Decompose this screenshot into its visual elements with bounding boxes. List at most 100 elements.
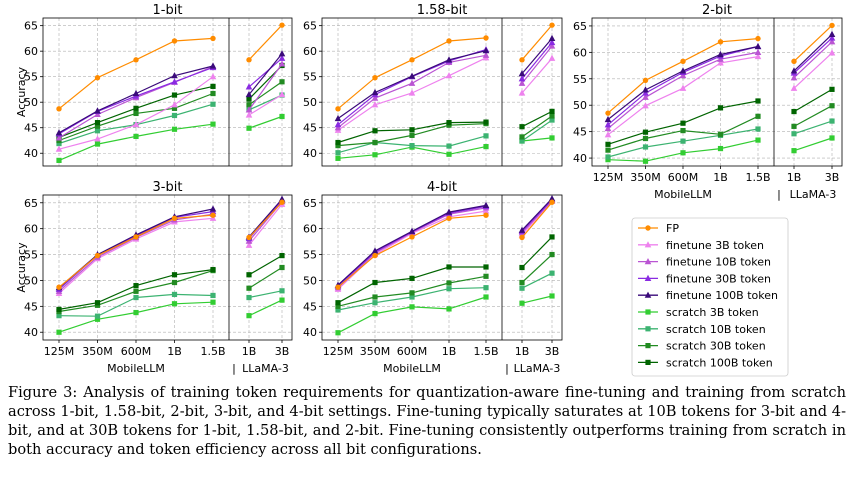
point-sc10-mobilellm <box>171 291 178 298</box>
figure-charts: 40 45 50 55 60 65 1-bit Accuracy 40 45 50 55 60 65 1.5… <box>15 3 843 377</box>
point-fp-llama <box>829 22 835 29</box>
point-fp-mobilellm <box>446 38 452 44</box>
point-sc30-mobilellm <box>133 288 139 294</box>
point-sc30-llama <box>519 279 525 286</box>
point-sc3-mobilellm <box>409 304 415 310</box>
point-sc30-llama <box>549 113 555 119</box>
point-ft3-llama <box>245 241 253 248</box>
series-line-fp-llama <box>793 24 833 62</box>
point-ft3-mobilellm <box>445 72 453 79</box>
point-ft10-mobilellm <box>55 134 63 141</box>
point-fp-llama <box>519 234 525 241</box>
point-fp-mobilellm <box>171 215 178 222</box>
legend-marker <box>645 343 651 349</box>
point-ft100-llama <box>245 90 253 98</box>
series-line-fp-llama <box>521 24 553 61</box>
legend-item-sc10: scratch 10B token <box>638 323 766 336</box>
point-ft100-mobilellm <box>334 114 342 122</box>
series-line-sc100-llama <box>793 88 833 113</box>
point-fp-mobilellm <box>605 110 611 116</box>
y-tick-label: 65 <box>24 20 38 33</box>
x-tick-label: 3B <box>825 171 840 184</box>
legend-marker <box>644 291 652 298</box>
point-sc10-mobilellm <box>483 133 489 139</box>
point-sc10-llama <box>549 117 555 123</box>
point-ft10-llama <box>518 79 526 86</box>
point-sc3-mobilellm <box>133 309 139 316</box>
point-fp-mobilellm <box>94 75 101 81</box>
point-sc10-mobilellm <box>56 140 62 147</box>
point-sc30-mobilellm <box>335 303 341 309</box>
series-line-sc3-llama <box>248 299 283 317</box>
point-sc10-mobilellm <box>210 292 216 299</box>
point-sc3-mobilellm <box>210 299 216 305</box>
point-sc10-mobilellm <box>94 313 101 319</box>
y-tick-label: 45 <box>24 122 38 135</box>
x-tick-label: 1B <box>787 171 802 184</box>
point-ft3-mobilellm <box>171 101 178 108</box>
y-tick-label: 60 <box>573 46 587 59</box>
series-line-ft100-llama <box>248 53 283 95</box>
series-line-sc3-llama <box>793 137 833 152</box>
point-sc30-llama <box>246 102 252 108</box>
series-line-sc30-llama <box>521 115 553 138</box>
point-sc30-llama <box>246 285 252 291</box>
point-ft100-mobilellm <box>408 72 416 79</box>
point-ft100-llama <box>518 70 526 77</box>
point-sc10-mobilellm <box>409 142 415 149</box>
point-ft100-mobilellm <box>679 67 687 74</box>
point-sc100-mobilellm <box>56 306 62 313</box>
point-ft10-mobilellm <box>482 51 490 58</box>
point-ft10-llama <box>790 74 798 81</box>
point-sc30-mobilellm <box>335 142 341 149</box>
series-line-sc10-llama <box>793 120 833 135</box>
point-ft30-llama <box>278 54 286 61</box>
subplot-title: 3-bit <box>153 180 183 195</box>
point-sc100-mobilellm <box>605 141 611 147</box>
point-sc3-mobilellm <box>171 126 178 132</box>
point-fp-llama <box>279 199 285 205</box>
x-tick-label: 350M <box>360 345 391 358</box>
point-ft10-mobilellm <box>371 94 379 101</box>
x-tick-label: 1B <box>713 171 728 184</box>
axes-frame <box>321 17 563 167</box>
y-tick-label: 45 <box>573 126 587 139</box>
point-sc30-mobilellm <box>483 273 489 279</box>
series-line-sc3-llama <box>521 137 553 142</box>
point-sc10-llama <box>279 288 285 294</box>
point-fp-llama <box>549 199 555 205</box>
point-sc10-mobilellm <box>133 294 139 301</box>
point-fp-llama <box>246 57 252 63</box>
legend-item-ft3: finetune 3B token <box>638 239 764 252</box>
point-ft3-mobilellm <box>371 101 379 108</box>
series-line-ft3-llama <box>793 52 833 89</box>
series-line-ft30-llama <box>521 42 553 80</box>
series-line-sc10-llama <box>521 272 553 289</box>
point-sc3-llama <box>279 113 285 120</box>
series-line-sc30-llama <box>248 266 283 289</box>
point-sc10-llama <box>246 294 252 301</box>
point-sc100-llama <box>246 272 252 278</box>
series-line-ft30-llama <box>793 37 833 74</box>
y-tick-label: 55 <box>24 249 38 262</box>
point-ft100-llama <box>548 195 556 202</box>
point-ft3-mobilellm <box>55 145 63 152</box>
subplot-3-bit: 40 45 50 55 60 65 125M 350M 600M 1B 1.5B 1B 3B Mobile… <box>15 180 293 375</box>
point-sc10-llama <box>519 138 525 144</box>
point-fp-mobilellm <box>56 284 62 290</box>
y-tick-label: 65 <box>303 197 317 210</box>
point-fp-mobilellm <box>483 212 489 218</box>
point-ft3-llama <box>548 54 556 61</box>
axes-frame <box>321 194 563 341</box>
point-sc100-mobilellm <box>171 272 178 278</box>
point-ft100-mobilellm <box>171 72 178 79</box>
y-tick-label: 65 <box>303 20 317 33</box>
y-tick-label: 65 <box>573 20 587 33</box>
legend-marker <box>644 258 652 265</box>
series-line-sc100-llama <box>521 236 553 268</box>
legend-item-ft10: finetune 10B token <box>638 256 771 269</box>
point-sc100-mobilellm <box>171 92 178 98</box>
x-tick-label: 3B <box>545 345 560 358</box>
subplot-2-bit: 40 45 50 55 60 65 125M 350M 600M 1B 1.5B 1B 3B Mobile… <box>573 3 843 201</box>
point-ft10-mobilellm <box>408 79 416 86</box>
